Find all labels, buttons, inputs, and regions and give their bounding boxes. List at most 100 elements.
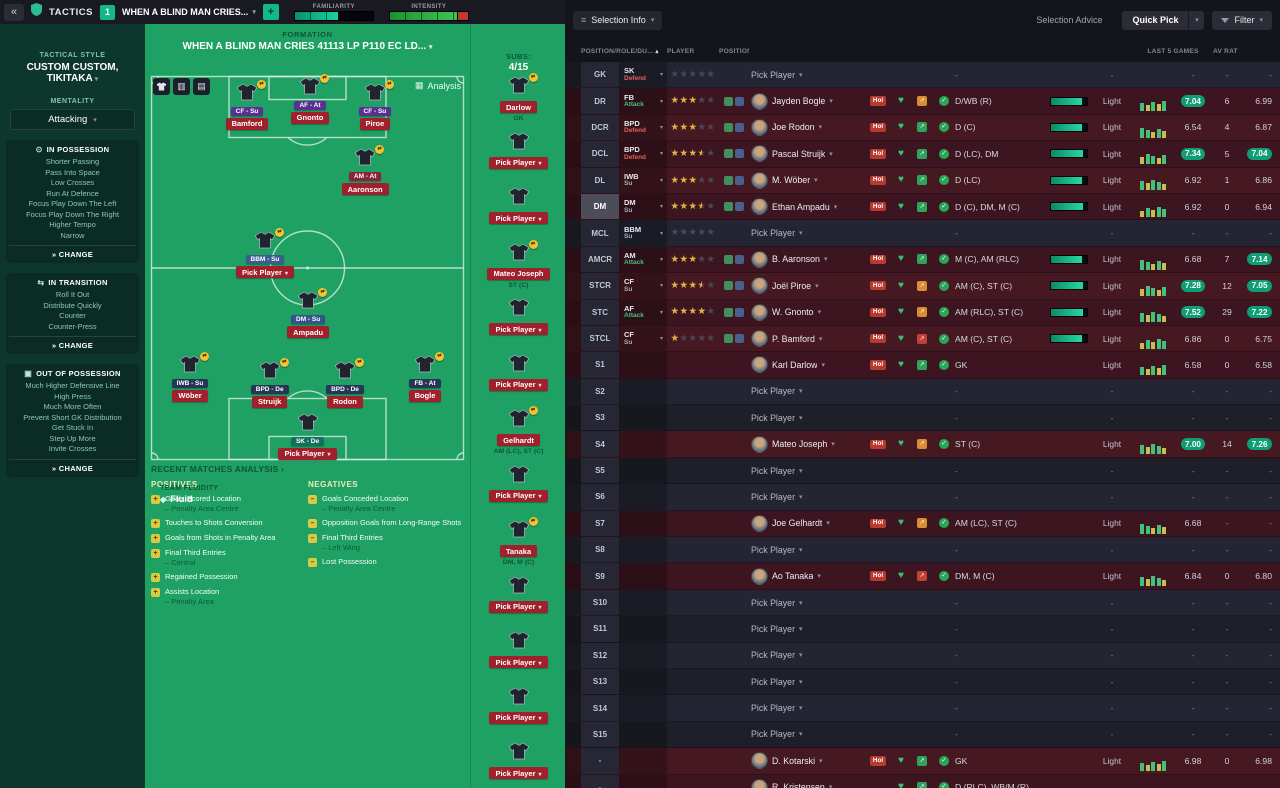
player-cell[interactable]: Pick Player ▾ xyxy=(749,537,865,562)
player-cell[interactable]: Joe Gelhardt ▾ xyxy=(749,511,865,536)
change-button[interactable]: » CHANGE xyxy=(9,336,136,350)
player-cell[interactable]: Pick Player ▾ xyxy=(749,484,865,509)
pitch-player[interactable]: SK - De Pick Player ▾ xyxy=(260,413,356,460)
table-row[interactable]: S6 Pick Player ▾ - - - - - xyxy=(565,484,1280,511)
sub-slot[interactable]: ⇄ Gelhardt AM (LC), ST (C) xyxy=(471,406,565,464)
table-row[interactable]: S1 Karl Darlow ▾ Hol ♥ ↗ ✓ GK Light 6.58 0 6.58 xyxy=(565,352,1280,379)
player-cell[interactable]: Ao Tanaka ▾ xyxy=(749,563,865,588)
table-row[interactable]: S14 Pick Player ▾ - - - - - xyxy=(565,695,1280,722)
player-cell[interactable]: Jayden Bogle ▾ xyxy=(749,88,865,113)
column-header-position-role-duty[interactable]: POSITION/ROLE/DU... ▴ xyxy=(581,47,659,55)
table-row[interactable]: S3 Pick Player ▾ - - - - - xyxy=(565,405,1280,432)
role-dropdown[interactable]: AM Attack ▾ xyxy=(619,246,667,273)
role-dropdown[interactable]: BPD Defend ▾ xyxy=(619,114,667,141)
selection-info-dropdown[interactable]: ≡ Selection Info ▾ xyxy=(573,10,663,30)
sub-player-name[interactable]: Pick Player ▾ xyxy=(489,156,548,169)
sub-slot[interactable]: Pick Player ▾ xyxy=(471,465,565,520)
role-badge[interactable]: FB - At xyxy=(409,378,441,388)
player-cell[interactable]: Pick Player ▾ xyxy=(749,695,865,720)
sub-player-name[interactable]: Pick Player ▾ xyxy=(489,489,548,502)
player-cell[interactable]: W. Gnonto ▾ xyxy=(749,300,865,325)
player-name-badge[interactable]: Rodon xyxy=(327,395,363,408)
role-badge[interactable]: IWB - Su xyxy=(171,378,209,388)
player-cell[interactable]: Joe Rodon ▾ xyxy=(749,115,865,140)
kit-view-button[interactable]: ▤ xyxy=(193,78,210,95)
back-button[interactable]: « xyxy=(4,3,24,21)
change-button[interactable]: » CHANGE xyxy=(9,245,136,259)
role-badge[interactable]: DM - Su xyxy=(291,315,326,325)
role-badge[interactable]: BPD - De xyxy=(250,384,289,394)
tactic-dropdown[interactable]: WHEN A BLIND MAN CRIES... ▾ xyxy=(122,7,256,17)
tactical-style-dropdown[interactable]: CUSTOM CUSTOM, TIKITAKA ▾ xyxy=(16,62,129,85)
pitch-player[interactable]: ⇄ FB - At Bogle xyxy=(377,351,473,402)
table-row[interactable]: S11 Pick Player ▾ - - - - - xyxy=(565,616,1280,643)
player-cell[interactable]: R. Kristensen ▾ xyxy=(749,775,865,788)
sub-slot[interactable]: Pick Player ▾ xyxy=(471,132,565,187)
player-name-badge[interactable]: Struijk xyxy=(252,395,288,408)
pitch-player[interactable]: ⇄ CF - Su Piroe xyxy=(327,79,423,130)
sub-player-name[interactable]: Pick Player ▾ xyxy=(489,600,548,613)
player-cell[interactable]: Mateo Joseph ▾ xyxy=(749,431,865,456)
table-row[interactable]: S5 Pick Player ▾ - - - - - xyxy=(565,457,1280,485)
table-row[interactable]: S7 Joe Gelhardt ▾ Hol ♥ ↗ ✓ AM (LC), ST (C) Ligh… xyxy=(565,510,1280,538)
player-cell[interactable]: B. Aaronson ▾ xyxy=(749,247,865,272)
sub-player-name[interactable]: Pick Player ▾ xyxy=(489,711,548,724)
role-badge[interactable]: SK - De xyxy=(290,436,325,446)
sub-slot[interactable]: Pick Player ▾ xyxy=(471,576,565,631)
player-cell[interactable]: Ethan Ampadu ▾ xyxy=(749,194,865,219)
player-name-badge[interactable]: Bamford xyxy=(225,117,269,130)
analysis-header[interactable]: RECENT MATCHES ANALYSIS › xyxy=(151,464,285,474)
sub-player-name[interactable]: Pick Player ▾ xyxy=(489,378,548,391)
player-name-badge[interactable]: Pick Player ▾ xyxy=(235,266,294,279)
sub-player-name[interactable]: Darlow xyxy=(499,101,537,113)
sub-slot[interactable]: ⇄ Tanaka DM, M (C) xyxy=(471,517,565,575)
sub-player-name[interactable]: Pick Player ▾ xyxy=(489,767,548,779)
sub-slot[interactable]: ⇄ Darlow GK xyxy=(471,73,565,131)
column-header-last5[interactable]: LAST 5 GAMES xyxy=(1147,47,1199,55)
role-badge[interactable]: AM - At xyxy=(348,172,382,182)
table-row[interactable]: S9 Ao Tanaka ▾ Hol ♥ ↗ ✓ DM, M (C) Light 6.84 0 6.8… xyxy=(565,563,1280,590)
mentality-dropdown[interactable]: Attacking ▾ xyxy=(10,109,135,130)
player-name-badge[interactable]: Wöber xyxy=(172,389,208,402)
player-cell[interactable]: Pick Player ▾ xyxy=(749,643,865,668)
sub-player-name[interactable]: Gelhardt xyxy=(497,434,540,446)
role-dropdown[interactable]: CF Su ▾ xyxy=(619,273,667,299)
pitch-player[interactable]: ⇄ CF - Su Bamford xyxy=(199,79,295,130)
role-dropdown[interactable]: DM Su ▾ xyxy=(619,193,667,220)
team-view-button[interactable] xyxy=(153,78,170,95)
quick-pick-button[interactable]: Quick Pick xyxy=(1122,10,1189,30)
player-name-badge[interactable]: Pick Player ▾ xyxy=(278,447,337,460)
player-name-badge[interactable]: Piroe xyxy=(359,117,391,130)
sub-player-name[interactable]: Mateo Joseph xyxy=(487,267,550,280)
selection-advice-button[interactable]: Selection Advice xyxy=(1030,14,1108,26)
sub-slot[interactable]: Pick Player ▾ xyxy=(471,187,565,242)
table-row[interactable]: S8 Pick Player ▾ - - - - - xyxy=(565,537,1280,564)
pitch-player[interactable]: ⇄ AF - At Gnonto xyxy=(262,73,358,124)
player-cell[interactable]: Karl Darlow ▾ xyxy=(749,352,865,377)
sub-slot[interactable]: ⇄ Mateo Joseph ST (C) xyxy=(471,239,565,298)
role-badge[interactable]: CF - Su xyxy=(358,106,392,116)
sub-player-name[interactable]: Pick Player ▾ xyxy=(489,323,548,335)
table-row[interactable]: S15 Pick Player ▾ - - - - - xyxy=(565,721,1280,749)
table-row[interactable]: S2 Pick Player ▾ - - - - - xyxy=(565,378,1280,406)
role-dropdown[interactable]: FB Attack ▾ xyxy=(619,88,667,114)
role-badge[interactable]: AF - At xyxy=(294,100,326,110)
role-badge[interactable]: CF - Su xyxy=(230,106,264,116)
role-badge[interactable]: BBM - Su xyxy=(245,255,285,265)
player-cell[interactable]: Pick Player ▾ xyxy=(749,62,865,87)
player-cell[interactable]: Pick Player ▾ xyxy=(749,220,865,245)
player-cell[interactable]: Pick Player ▾ xyxy=(749,379,865,404)
pitch-player[interactable]: ⇄ BPD - De Struijk xyxy=(222,357,318,408)
table-row[interactable]: - R. Kristensen ▾ ♥ ↗ ✓ D (RLC), WB/M (R) xyxy=(565,774,1280,788)
table-row[interactable]: S4 Mateo Joseph ▾ Hol ♥ ↗ ✓ ST (C) Light 7.00 14 7.… xyxy=(565,431,1280,458)
player-cell[interactable]: M. Wöber ▾ xyxy=(749,168,865,193)
